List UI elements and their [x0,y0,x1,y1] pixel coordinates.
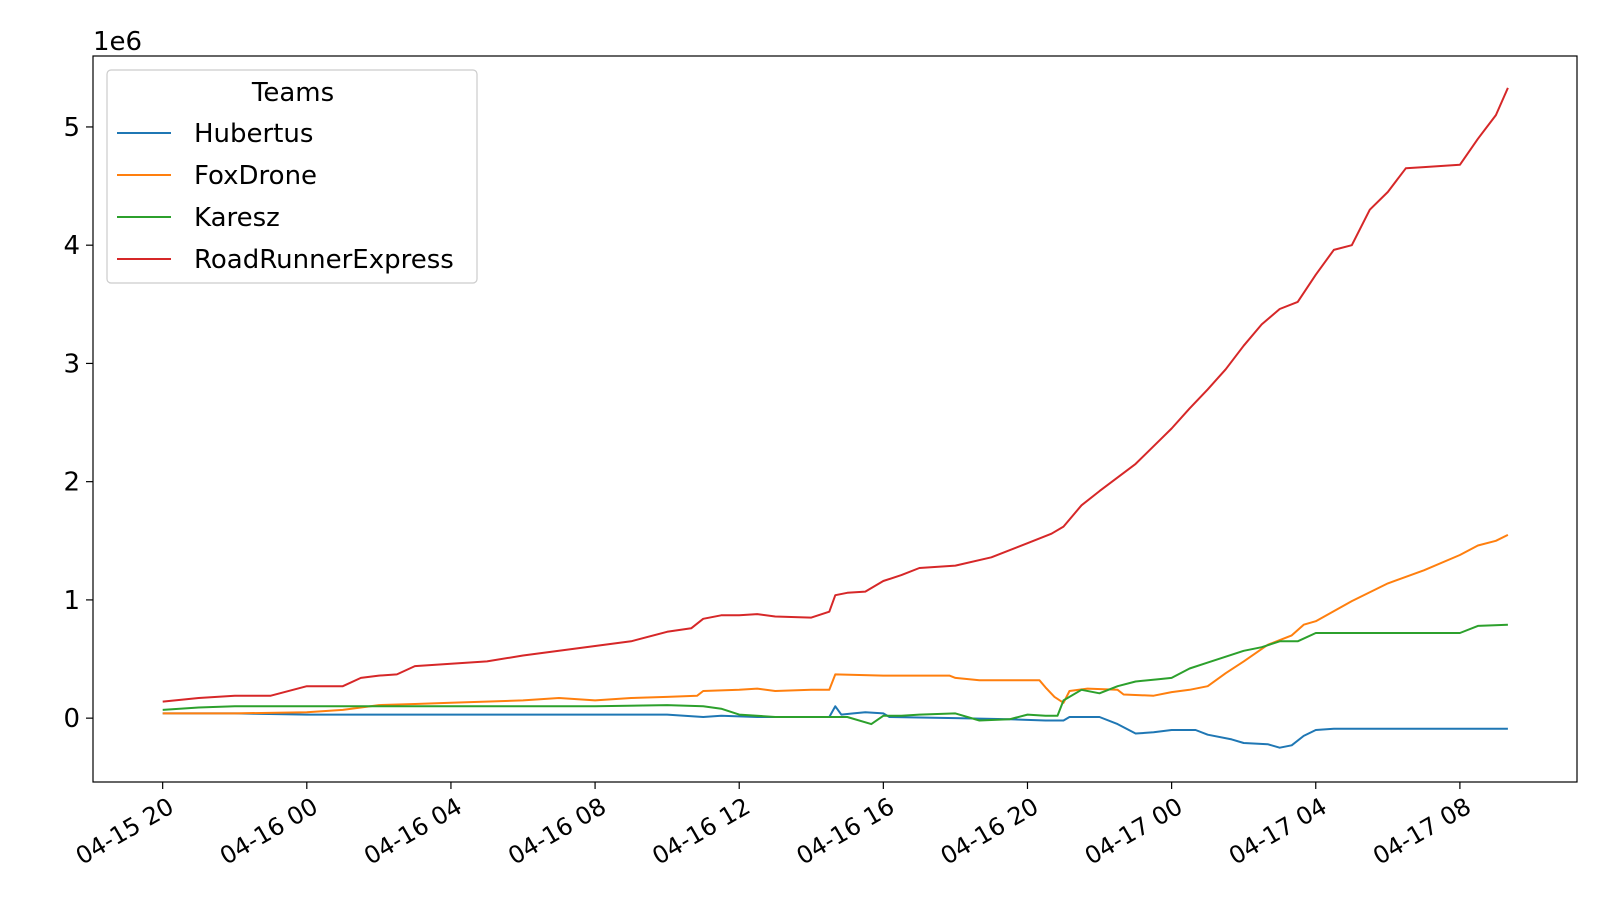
legend-label-0: Hubertus [194,119,313,149]
y-tick-label-5: 5 [63,113,80,143]
x-tick-label-8: 04-17 04 [1224,792,1331,870]
legend-label-3: RoadRunnerExpress [194,245,454,275]
series-line-1 [162,534,1509,715]
series-line-3 [162,87,1509,703]
x-tick-label-9: 04-17 08 [1368,792,1475,870]
legend-label-2: Karesz [194,203,280,233]
y-tick-label-1: 1 [63,586,80,616]
x-tick-label-2: 04-16 04 [359,792,466,870]
legend-box [106,69,478,284]
y-tick-label-2: 2 [63,468,80,498]
y-offset-label: 1e6 [93,27,142,57]
y-tick-label-0: 0 [63,704,80,734]
x-tick-label-4: 04-16 12 [648,792,755,870]
x-tick-label-5: 04-16 16 [792,792,899,870]
series-layer [162,87,1509,749]
y-axis: 0 1 2 3 4 5 [63,113,93,734]
legend-label-1: FoxDrone [194,161,317,191]
x-tick-label-7: 04-17 00 [1080,792,1187,870]
x-tick-label-0: 04-15 20 [71,792,178,870]
y-tick-label-4: 4 [63,231,80,261]
x-tick-label-1: 04-16 00 [215,792,322,870]
x-tick-label-3: 04-16 08 [503,792,610,870]
series-line-2 [162,623,1508,726]
series-line-0 [162,705,1508,749]
plot-frame [92,55,1578,783]
x-axis: 04-15 20 04-16 00 04-16 04 04-16 08 04-16 12… [71,782,1476,870]
legend-title: Teams [251,78,334,108]
legend: Teams Hubertus FoxDrone Karesz RoadRunnerExp… [106,69,478,284]
y-tick-label-3: 3 [63,349,80,379]
x-tick-label-6: 04-16 20 [936,792,1043,870]
